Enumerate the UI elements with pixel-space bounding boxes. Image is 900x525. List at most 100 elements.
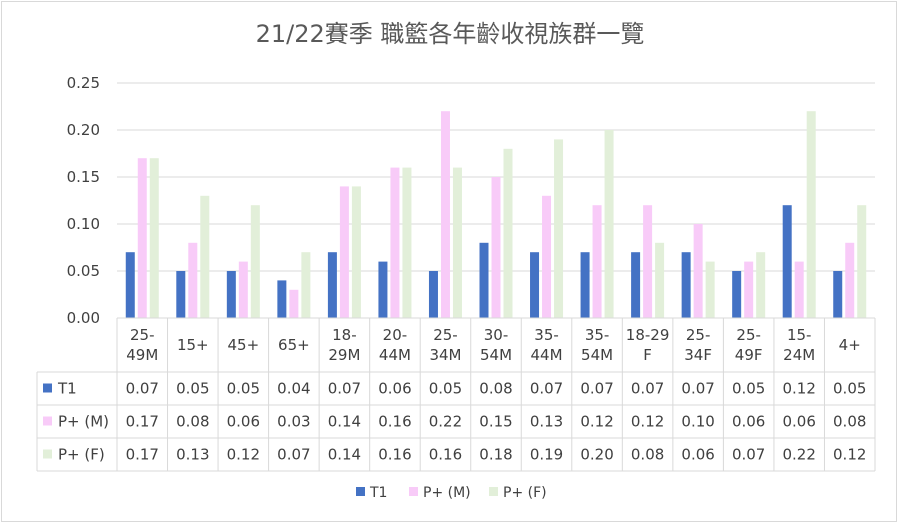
- category-label: 30-: [484, 326, 509, 344]
- table-cell: 0.05: [732, 380, 765, 398]
- bar-1-14: [782, 205, 792, 318]
- bar-3-5: [351, 186, 361, 318]
- category-label: 29M: [328, 346, 360, 364]
- bar-1-13: [732, 271, 742, 318]
- bar-2-5: [339, 186, 349, 318]
- table-cell: 0.08: [833, 413, 866, 431]
- category-label: 54M: [480, 346, 512, 364]
- category-label: 4+: [839, 336, 861, 354]
- bar-3-12: [705, 261, 715, 318]
- category-label: 35-: [534, 326, 559, 344]
- data-table: 25- 49M 15+ 45+ 65+ 18- 29M 20- 44M 25- 34M 30- 54M 3…: [36, 317, 876, 472]
- bar-3-13: [756, 252, 766, 318]
- bar-1-9: [530, 252, 540, 318]
- bar-1-12: [681, 252, 691, 318]
- table-cell: 0.22: [782, 446, 815, 464]
- bar-2-6: [390, 167, 400, 318]
- table-cell: 0.12: [580, 413, 613, 431]
- table-cell: 0.17: [126, 413, 159, 431]
- table-cell: 0.07: [732, 446, 765, 464]
- bar-2-2: [188, 242, 198, 318]
- y-tick-label: 0.20: [67, 121, 100, 139]
- category-label: 24M: [783, 346, 815, 364]
- table-cell: 0.07: [631, 380, 664, 398]
- bars: [125, 111, 867, 318]
- bar-2-8: [491, 177, 501, 318]
- table-series-name: T1: [57, 380, 77, 398]
- table-cell: 0.18: [479, 446, 512, 464]
- table-cell: 0.16: [378, 446, 411, 464]
- category-label: 65+: [278, 336, 310, 354]
- table-cell: 0.22: [429, 413, 462, 431]
- bar-1-6: [378, 261, 388, 318]
- table-legend-key: [43, 449, 52, 459]
- bar-1-7: [428, 271, 438, 318]
- bar-1-10: [580, 252, 590, 318]
- bar-3-7: [452, 167, 462, 318]
- category-label: 45+: [228, 336, 260, 354]
- legend-key: [356, 487, 365, 496]
- bar-2-11: [643, 205, 653, 318]
- bar-3-2: [200, 195, 210, 318]
- table-cell: 0.08: [631, 446, 664, 464]
- bar-2-13: [744, 261, 754, 318]
- table-cell: 0.07: [277, 446, 310, 464]
- bar-3-15: [857, 205, 867, 318]
- table-series-name: P+ (M): [58, 413, 109, 431]
- bar-2-7: [440, 111, 450, 318]
- bar-2-9: [542, 195, 552, 318]
- table-cell: 0.07: [681, 380, 714, 398]
- table-cell: 0.05: [429, 380, 462, 398]
- bar-2-15: [845, 242, 855, 318]
- table-cell: 0.05: [227, 380, 260, 398]
- category-label: 20-: [383, 326, 408, 344]
- bar-2-4: [289, 289, 299, 318]
- bar-3-1: [149, 158, 159, 318]
- y-tick-label: 0.15: [67, 168, 100, 186]
- table-cell: 0.17: [126, 446, 159, 464]
- y-tick-label: 0.05: [67, 262, 100, 280]
- table-cell: 0.14: [328, 446, 361, 464]
- bar-1-5: [327, 252, 337, 318]
- table-cell: 0.06: [227, 413, 260, 431]
- category-label: 35-: [585, 326, 610, 344]
- chart-title: 21/22賽季 職籃各年齡收視族群一覽: [256, 20, 645, 48]
- bar-1-2: [176, 271, 186, 318]
- table-cell: 0.14: [328, 413, 361, 431]
- bar-3-4: [301, 252, 311, 318]
- table-cell: 0.07: [530, 380, 563, 398]
- table-cell: 0.15: [479, 413, 512, 431]
- table-cell: 0.05: [833, 380, 866, 398]
- table-legend-key: [43, 383, 52, 393]
- table-cell: 0.03: [277, 413, 310, 431]
- table-cell: 0.05: [176, 380, 209, 398]
- legend-key: [409, 487, 418, 496]
- table-cell: 0.07: [580, 380, 613, 398]
- table-legend-key: [43, 416, 52, 426]
- category-label: 25-: [130, 326, 155, 344]
- table-cell: 0.12: [227, 446, 260, 464]
- bar-2-14: [794, 261, 804, 318]
- bar-2-3: [238, 261, 248, 318]
- bar-3-9: [554, 139, 564, 318]
- legend-label: P+ (M): [423, 485, 471, 501]
- table-cell: 0.10: [681, 413, 714, 431]
- y-tick-label: 0.10: [67, 215, 100, 233]
- bar-1-4: [277, 280, 287, 318]
- table-cell: 0.07: [126, 380, 159, 398]
- bar-3-11: [655, 242, 665, 318]
- bar-2-1: [137, 158, 147, 318]
- bar-3-8: [503, 148, 513, 318]
- category-label: 18-: [332, 326, 357, 344]
- bar-3-3: [250, 205, 260, 318]
- legend-key: [489, 487, 498, 496]
- table-cell: 0.12: [782, 380, 815, 398]
- table-cell: 0.12: [833, 446, 866, 464]
- category-label: 18-29: [626, 326, 670, 344]
- bar-3-6: [402, 167, 412, 318]
- legend-label: T1: [369, 485, 387, 501]
- table-cell: 0.06: [732, 413, 765, 431]
- y-tick-label: 0.25: [67, 74, 100, 92]
- category-label: 54M: [581, 346, 613, 364]
